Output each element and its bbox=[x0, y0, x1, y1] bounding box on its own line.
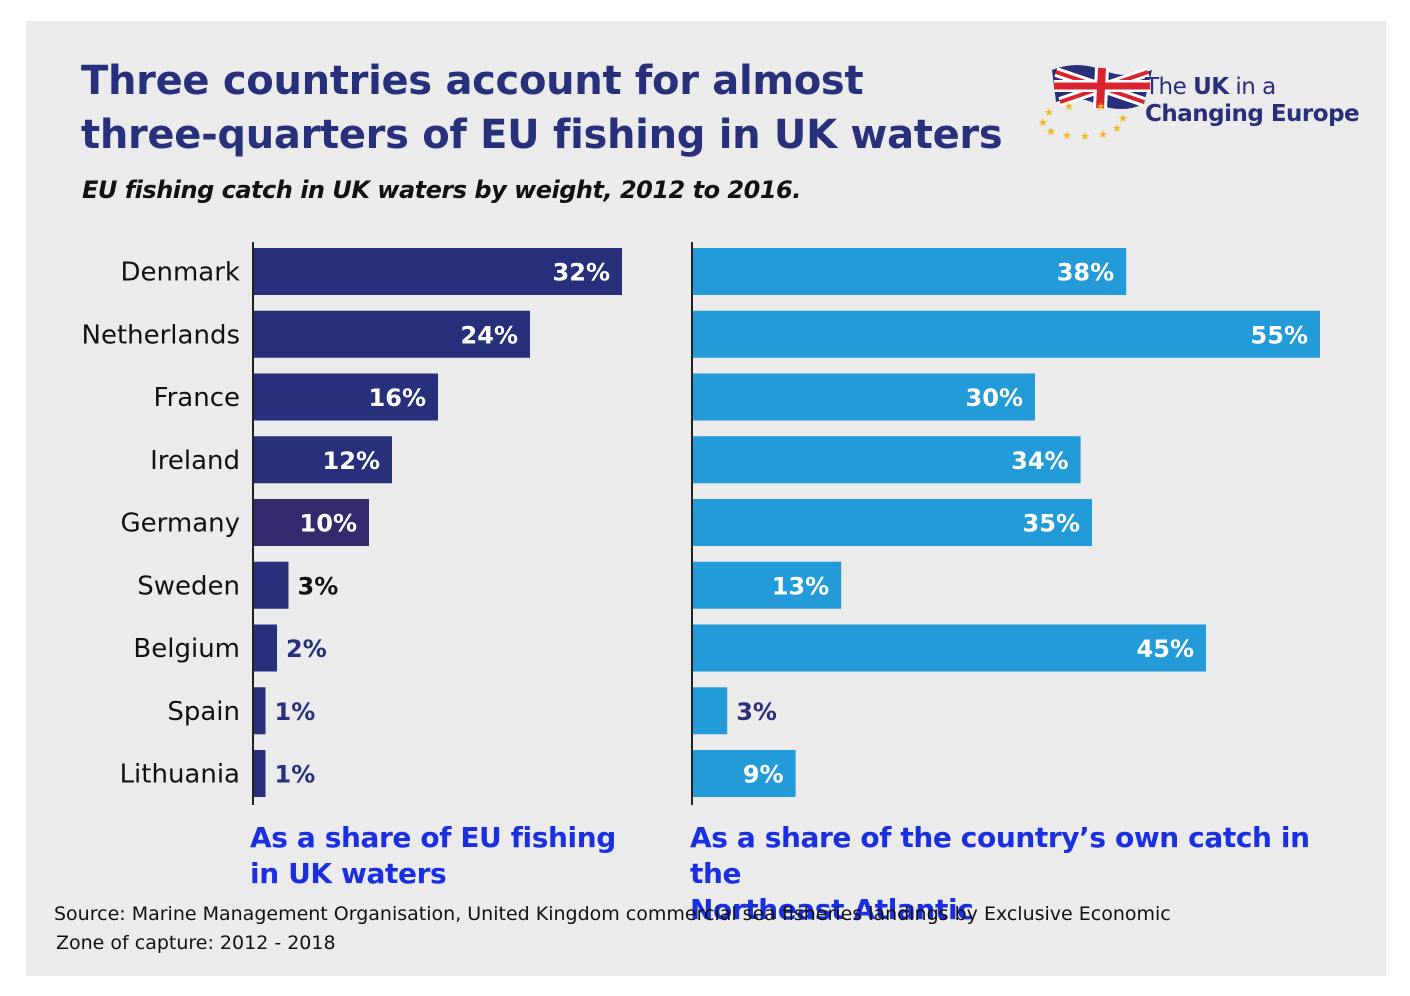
svg-text:★: ★ bbox=[1038, 116, 1048, 129]
left-bar-sweden bbox=[254, 561, 289, 609]
right-bar-france bbox=[693, 373, 1035, 421]
left-chart-caption: As a share of EU fishing in UK waters bbox=[250, 820, 630, 892]
svg-text:★: ★ bbox=[1112, 122, 1122, 135]
left-bar-germany bbox=[254, 499, 369, 546]
source-note: Source: Marine Management Organisation, … bbox=[54, 900, 1171, 958]
right-value-label: 30% bbox=[966, 384, 1023, 412]
right-value-label: 9% bbox=[743, 761, 784, 789]
svg-text:★: ★ bbox=[1098, 128, 1108, 140]
left-value-label: 32% bbox=[553, 259, 610, 287]
chart-subtitle: EU fishing catch in UK waters by weight,… bbox=[82, 176, 801, 204]
category-label: Belgium bbox=[133, 634, 240, 664]
source-line-1: Source: Marine Management Organisation, … bbox=[54, 903, 1171, 925]
right-bar-netherlands bbox=[693, 310, 1320, 358]
right-value-label: 38% bbox=[1057, 259, 1114, 287]
source-line-2: Zone of capture: 2012 - 2018 bbox=[56, 932, 336, 954]
left-value-label: 12% bbox=[323, 447, 380, 475]
left-value-label: 16% bbox=[369, 384, 426, 412]
chart-title: Three countries account for almost three… bbox=[81, 54, 1003, 162]
logo-line-2: Changing Europe bbox=[1145, 101, 1360, 127]
category-label: Denmark bbox=[120, 258, 240, 288]
svg-text:★: ★ bbox=[1080, 130, 1090, 140]
left-bar-netherlands bbox=[254, 310, 530, 358]
left-caption-line-1: As a share of EU fishing bbox=[250, 821, 616, 854]
left-bar-lithuania bbox=[254, 750, 266, 797]
category-label: France bbox=[154, 383, 240, 413]
right-value-label: 34% bbox=[1011, 447, 1068, 475]
logo-in-a: in a bbox=[1228, 74, 1276, 100]
chart-title-line-2: three-quarters of EU fishing in UK water… bbox=[81, 112, 1003, 158]
right-bar-belgium bbox=[693, 624, 1206, 672]
category-label: Lithuania bbox=[120, 760, 240, 790]
category-label: Netherlands bbox=[82, 320, 241, 350]
left-value-label: 24% bbox=[461, 321, 518, 349]
left-value-label: 2% bbox=[286, 635, 327, 663]
right-value-label: 35% bbox=[1023, 510, 1080, 538]
svg-text:★: ★ bbox=[1064, 100, 1074, 113]
logo-uk: UK bbox=[1193, 74, 1229, 100]
left-value-label: 1% bbox=[275, 761, 316, 789]
right-bar-ireland bbox=[693, 436, 1081, 484]
uk-in-changing-europe-logo-icon: ★★★ ★ ★ ★ ★★★ ★ bbox=[1038, 65, 1152, 140]
right-caption-line-2: Northeast Atlantic bbox=[690, 893, 974, 926]
right-value-label: 3% bbox=[736, 698, 777, 726]
chart-title-line-1: Three countries account for almost bbox=[81, 58, 864, 104]
right-bar-denmark bbox=[693, 248, 1127, 295]
category-label: Germany bbox=[120, 509, 240, 539]
logo-text: The UK in a Changing Europe bbox=[1145, 74, 1360, 128]
right-bar-sweden bbox=[693, 561, 842, 609]
right-bar-lithuania bbox=[693, 750, 796, 797]
right-value-label: 55% bbox=[1251, 321, 1308, 349]
category-label: Spain bbox=[167, 697, 240, 727]
svg-text:★: ★ bbox=[1096, 100, 1106, 113]
right-chart-caption: As a share of the country’s own catch in… bbox=[690, 820, 1310, 928]
svg-text:★: ★ bbox=[1118, 112, 1128, 125]
left-value-label: 1% bbox=[275, 698, 316, 726]
right-bar-spain bbox=[693, 687, 728, 735]
left-caption-line-2: in UK waters bbox=[250, 857, 447, 890]
right-bar-germany bbox=[693, 499, 1092, 546]
right-caption-line-1: As a share of the country’s own catch in… bbox=[690, 821, 1310, 890]
left-value-label: 10% bbox=[300, 510, 357, 538]
logo-line-1: The UK in a bbox=[1145, 74, 1359, 101]
svg-text:★: ★ bbox=[1062, 129, 1072, 140]
left-bar-belgium bbox=[254, 624, 277, 672]
left-value-label: 3% bbox=[298, 572, 339, 600]
svg-text:★: ★ bbox=[1044, 106, 1054, 119]
category-label: Sweden bbox=[137, 571, 240, 601]
left-bar-france bbox=[254, 373, 438, 421]
left-bar-ireland bbox=[254, 436, 392, 484]
right-value-label: 13% bbox=[772, 572, 829, 600]
svg-text:★: ★ bbox=[1046, 125, 1056, 138]
left-bar-spain bbox=[254, 687, 266, 735]
left-bar-denmark bbox=[254, 248, 622, 295]
right-value-label: 45% bbox=[1137, 635, 1194, 663]
logo-the: The bbox=[1145, 74, 1194, 100]
category-label: Ireland bbox=[150, 446, 240, 476]
